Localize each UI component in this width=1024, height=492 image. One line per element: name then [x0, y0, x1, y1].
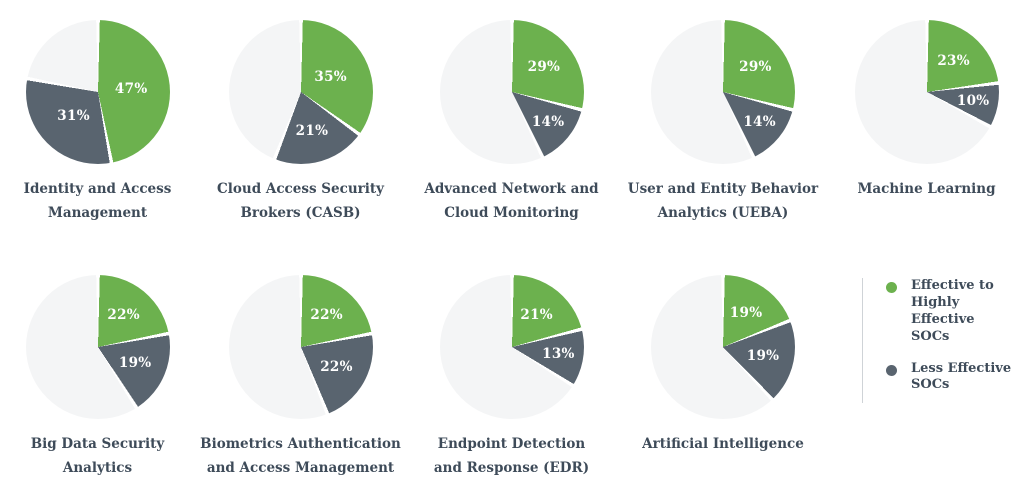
slice-value-label-less-effective: 14%: [531, 114, 565, 131]
slice-value-label-effective: 23%: [937, 53, 970, 70]
chart-cell: 47% 31% Identity and Access Management: [0, 0, 195, 255]
legend-label-effective: Effective to Highly Effective SOCs: [911, 278, 994, 344]
chart-title: Cloud Access Security Brokers (CASB): [217, 181, 384, 221]
pie: 19% 19%: [651, 275, 795, 419]
chart-cell: 23% 10% Machine Learning: [829, 0, 1024, 255]
chart-cell: 19% 19% Artificial Intelligence: [617, 255, 829, 492]
legend-item-effective: Effective to Highly Effective SOCs: [886, 278, 1024, 346]
pie: 21% 13%: [439, 275, 584, 419]
chart-title: Endpoint Detection and Response (EDR): [433, 436, 590, 476]
slice-value-label-effective: 47%: [114, 80, 148, 97]
slice-value-label-less-effective: 14%: [743, 114, 776, 131]
legend-label-less-effective: Less Effective SOCs: [911, 360, 1012, 393]
chart-title: Advanced Network and Cloud Monitoring: [424, 181, 599, 221]
chart-cell: 22% 19% Big Data Security Analytics: [0, 255, 195, 492]
legend-item-less-effective: Less Effective SOCs: [886, 361, 1024, 395]
pie: 22% 22%: [228, 275, 373, 419]
slice-value-label-less-effective: 19%: [118, 355, 152, 372]
slice-value-label-less-effective: 10%: [956, 92, 990, 109]
slice-value-label-effective: 21%: [520, 306, 553, 323]
slice-value-label-effective: 35%: [314, 68, 347, 85]
pie: 22% 19%: [25, 275, 170, 419]
slice-value-label-effective: 19%: [729, 305, 763, 322]
chart-title: User and Entity Behavior Analytics (UEBA…: [627, 181, 819, 221]
chart-title: Artificial Intelligence: [642, 436, 804, 452]
chart-title: Big Data Security Analytics: [30, 436, 165, 476]
slice-value-label-less-effective: 13%: [542, 346, 575, 363]
slice-value-label-effective: 29%: [739, 58, 772, 75]
chart-title: Identity and Access Management: [23, 181, 172, 221]
pie: 29% 14%: [651, 20, 795, 164]
chart-cell: 29% 14% Advanced Network and Cloud Monitor…: [406, 0, 617, 255]
chart-cell: 21% 13% Endpoint Detection and Response (E…: [406, 255, 617, 492]
legend-items: Effective to Highly Effective SOCs Less …: [886, 278, 1024, 394]
chart-title: Biometrics Authentication and Access Man…: [200, 436, 401, 476]
slice-value-label-less-effective: 31%: [57, 107, 90, 124]
slice-value-label-less-effective: 21%: [295, 123, 329, 140]
pie: 35% 21%: [228, 20, 373, 164]
slice-value-label-effective: 29%: [527, 58, 561, 75]
legend-divider: [862, 278, 863, 403]
pie: 29% 14%: [439, 20, 584, 164]
slice-value-label-less-effective: 22%: [320, 358, 353, 375]
chart-cell: 35% 21% Cloud Access Security Brokers (CAS…: [195, 0, 406, 255]
chart-cell: 29% 14% User and Entity Behavior Analytics…: [617, 0, 829, 255]
pie: 47% 31%: [25, 20, 170, 164]
legend-bullet-effective-icon: [886, 282, 897, 293]
chart-cell: 22% 22% Biometrics Authentication and Acce…: [195, 255, 406, 492]
legend-bullet-less-effective-icon: [886, 364, 897, 376]
legend: Effective to Highly Effective SOCs Less …: [829, 255, 1024, 492]
slice-value-label-effective: 22%: [310, 307, 343, 324]
chart-title: Machine Learning: [857, 181, 996, 197]
slice-value-label-effective: 22%: [107, 307, 140, 324]
slice-value-label-less-effective: 19%: [746, 347, 780, 364]
pie: 23% 10%: [854, 20, 999, 164]
